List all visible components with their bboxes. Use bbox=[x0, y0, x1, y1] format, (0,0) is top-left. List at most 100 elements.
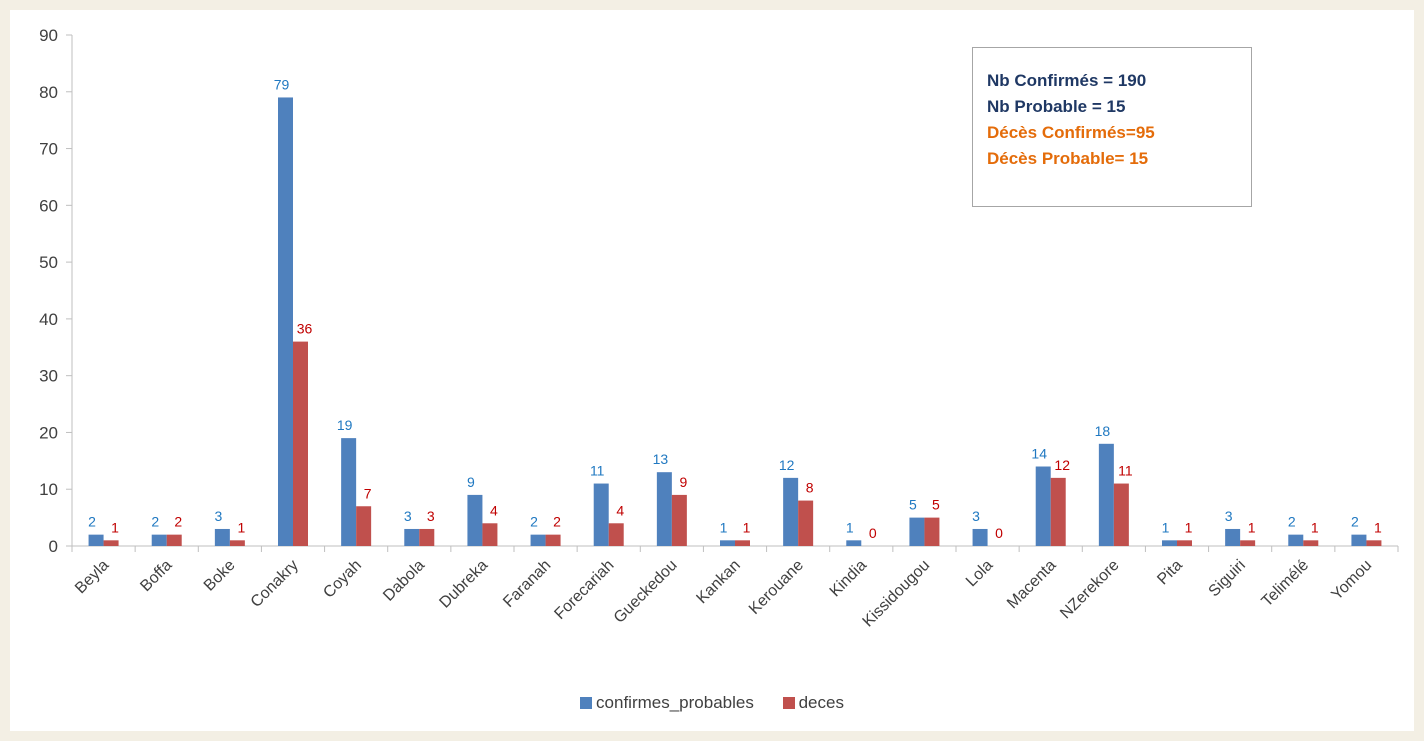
data-label-confirmes_probables: 2 bbox=[1288, 514, 1296, 530]
data-label-deces: 7 bbox=[364, 485, 372, 501]
summary-line-deaths-confirmed: Décès Confirmés=95 bbox=[987, 123, 1155, 142]
data-label-deces: 9 bbox=[679, 474, 687, 490]
bar-confirmes_probables bbox=[1035, 466, 1051, 546]
bar-deces bbox=[1177, 540, 1192, 546]
data-label-deces: 1 bbox=[743, 519, 751, 535]
data-label-confirmes_probables: 3 bbox=[972, 508, 980, 524]
legend: confirmes_probables deces bbox=[10, 693, 1414, 713]
x-category-label: Boke bbox=[201, 557, 239, 595]
x-category-label: Kerouane bbox=[746, 557, 807, 618]
legend-swatch-confirmes bbox=[580, 697, 593, 709]
bar-deces bbox=[356, 506, 372, 546]
bar-confirmes_probables bbox=[593, 483, 609, 546]
data-label-deces: 5 bbox=[932, 497, 940, 513]
x-category-label: Kindia bbox=[827, 557, 871, 601]
data-label-confirmes_probables: 13 bbox=[653, 451, 669, 467]
data-label-confirmes_probables: 5 bbox=[909, 497, 917, 513]
bar-confirmes_probables bbox=[404, 528, 420, 546]
bar-deces bbox=[1113, 483, 1129, 546]
bar-deces bbox=[419, 528, 435, 546]
legend-swatch-deces bbox=[782, 697, 795, 709]
x-category-label: Forecariah bbox=[551, 557, 617, 623]
y-tick-label: 20 bbox=[39, 423, 58, 442]
data-label-confirmes_probables: 14 bbox=[1031, 446, 1047, 462]
data-label-deces: 1 bbox=[111, 519, 119, 535]
data-label-confirmes_probables: 9 bbox=[467, 474, 475, 490]
y-tick-label: 80 bbox=[39, 83, 58, 102]
x-category-label: Macenta bbox=[1004, 557, 1059, 612]
data-label-deces: 1 bbox=[1374, 519, 1382, 535]
bar-deces bbox=[671, 494, 687, 546]
data-label-confirmes_probables: 2 bbox=[1351, 514, 1359, 530]
x-category-label: Pita bbox=[1154, 557, 1186, 589]
data-label-deces: 0 bbox=[869, 525, 877, 541]
bar-confirmes_probables bbox=[341, 438, 357, 546]
x-category-label: Beyla bbox=[72, 557, 112, 597]
bar-deces bbox=[482, 523, 498, 546]
bar-deces bbox=[798, 500, 814, 546]
y-tick-label: 60 bbox=[39, 196, 58, 215]
legend-label-deces: deces bbox=[798, 693, 844, 712]
data-label-deces: 4 bbox=[490, 502, 498, 518]
data-label-deces: 1 bbox=[1248, 519, 1256, 535]
x-category-label: Yomou bbox=[1328, 557, 1375, 604]
bar-confirmes_probables bbox=[1162, 540, 1177, 546]
data-label-confirmes_probables: 2 bbox=[530, 514, 538, 530]
legend-label-confirmes: confirmes_probables bbox=[596, 693, 754, 712]
x-category-label: Kankan bbox=[693, 557, 743, 607]
x-category-label: Coyah bbox=[320, 557, 365, 602]
data-label-deces: 12 bbox=[1054, 457, 1070, 473]
bar-deces bbox=[1050, 477, 1066, 546]
data-label-confirmes_probables: 11 bbox=[590, 463, 605, 479]
bar-deces bbox=[229, 540, 245, 546]
summary-line-probable: Nb Probable = 15 bbox=[987, 97, 1126, 116]
x-category-label: Lola bbox=[963, 557, 996, 590]
y-tick-label: 70 bbox=[39, 140, 58, 159]
x-category-label: Faranah bbox=[500, 557, 554, 611]
data-label-confirmes_probables: 2 bbox=[88, 514, 96, 530]
bar-confirmes_probables bbox=[1225, 528, 1241, 546]
y-tick-label: 10 bbox=[39, 480, 58, 499]
bar-deces bbox=[103, 540, 119, 546]
x-category-label: Telimélé bbox=[1259, 557, 1313, 611]
x-category-label: Boffa bbox=[137, 557, 175, 595]
legend-item-deces: deces bbox=[782, 693, 844, 713]
bar-confirmes_probables bbox=[972, 528, 988, 546]
bar-confirmes_probables bbox=[1098, 443, 1114, 546]
legend-item-confirmes: confirmes_probables bbox=[580, 693, 754, 713]
bar-confirmes_probables bbox=[720, 540, 735, 546]
summary-line-confirmed: Nb Confirmés = 190 bbox=[987, 71, 1147, 90]
x-category-label: Dabola bbox=[380, 557, 428, 605]
x-category-label: Gueckedou bbox=[611, 557, 681, 627]
bar-deces bbox=[735, 540, 750, 546]
data-label-deces: 1 bbox=[1311, 519, 1319, 535]
data-label-deces: 11 bbox=[1118, 463, 1133, 479]
bar-confirmes_probables bbox=[530, 534, 546, 546]
bar-deces bbox=[293, 341, 308, 546]
bar-confirmes_probables bbox=[656, 472, 672, 546]
bar-confirmes_probables bbox=[1288, 534, 1304, 546]
bar-deces bbox=[608, 523, 624, 546]
bar-confirmes_probables bbox=[783, 477, 799, 546]
y-tick-label: 50 bbox=[39, 253, 58, 272]
bar-deces bbox=[545, 534, 561, 546]
y-tick-label: 30 bbox=[39, 367, 58, 386]
x-category-label: Kissidougou bbox=[860, 557, 934, 631]
x-category-label: NZerekore bbox=[1057, 557, 1123, 623]
summary-box: Nb Confirmés = 190 Nb Probable = 15 Décè… bbox=[972, 47, 1252, 207]
data-label-confirmes_probables: 19 bbox=[337, 417, 353, 433]
data-label-confirmes_probables: 12 bbox=[779, 457, 795, 473]
data-label-deces: 1 bbox=[1185, 519, 1193, 535]
data-label-confirmes_probables: 18 bbox=[1095, 423, 1111, 439]
bar-confirmes_probables bbox=[846, 540, 862, 546]
data-label-confirmes_probables: 79 bbox=[274, 76, 290, 92]
x-category-label: Dubreka bbox=[436, 557, 491, 612]
data-label-confirmes_probables: 1 bbox=[846, 519, 854, 535]
data-label-deces: 36 bbox=[297, 321, 313, 337]
bar-confirmes_probables bbox=[467, 494, 483, 546]
bar-deces bbox=[924, 517, 940, 546]
bar-confirmes_probables bbox=[214, 528, 230, 546]
bar-confirmes_probables bbox=[88, 534, 104, 546]
chart-frame: 0 10 20 30 40 50 60 70 80 90 2 1 Beyla 2 2 Boffa 3 1 Boke 7… bbox=[10, 10, 1414, 731]
